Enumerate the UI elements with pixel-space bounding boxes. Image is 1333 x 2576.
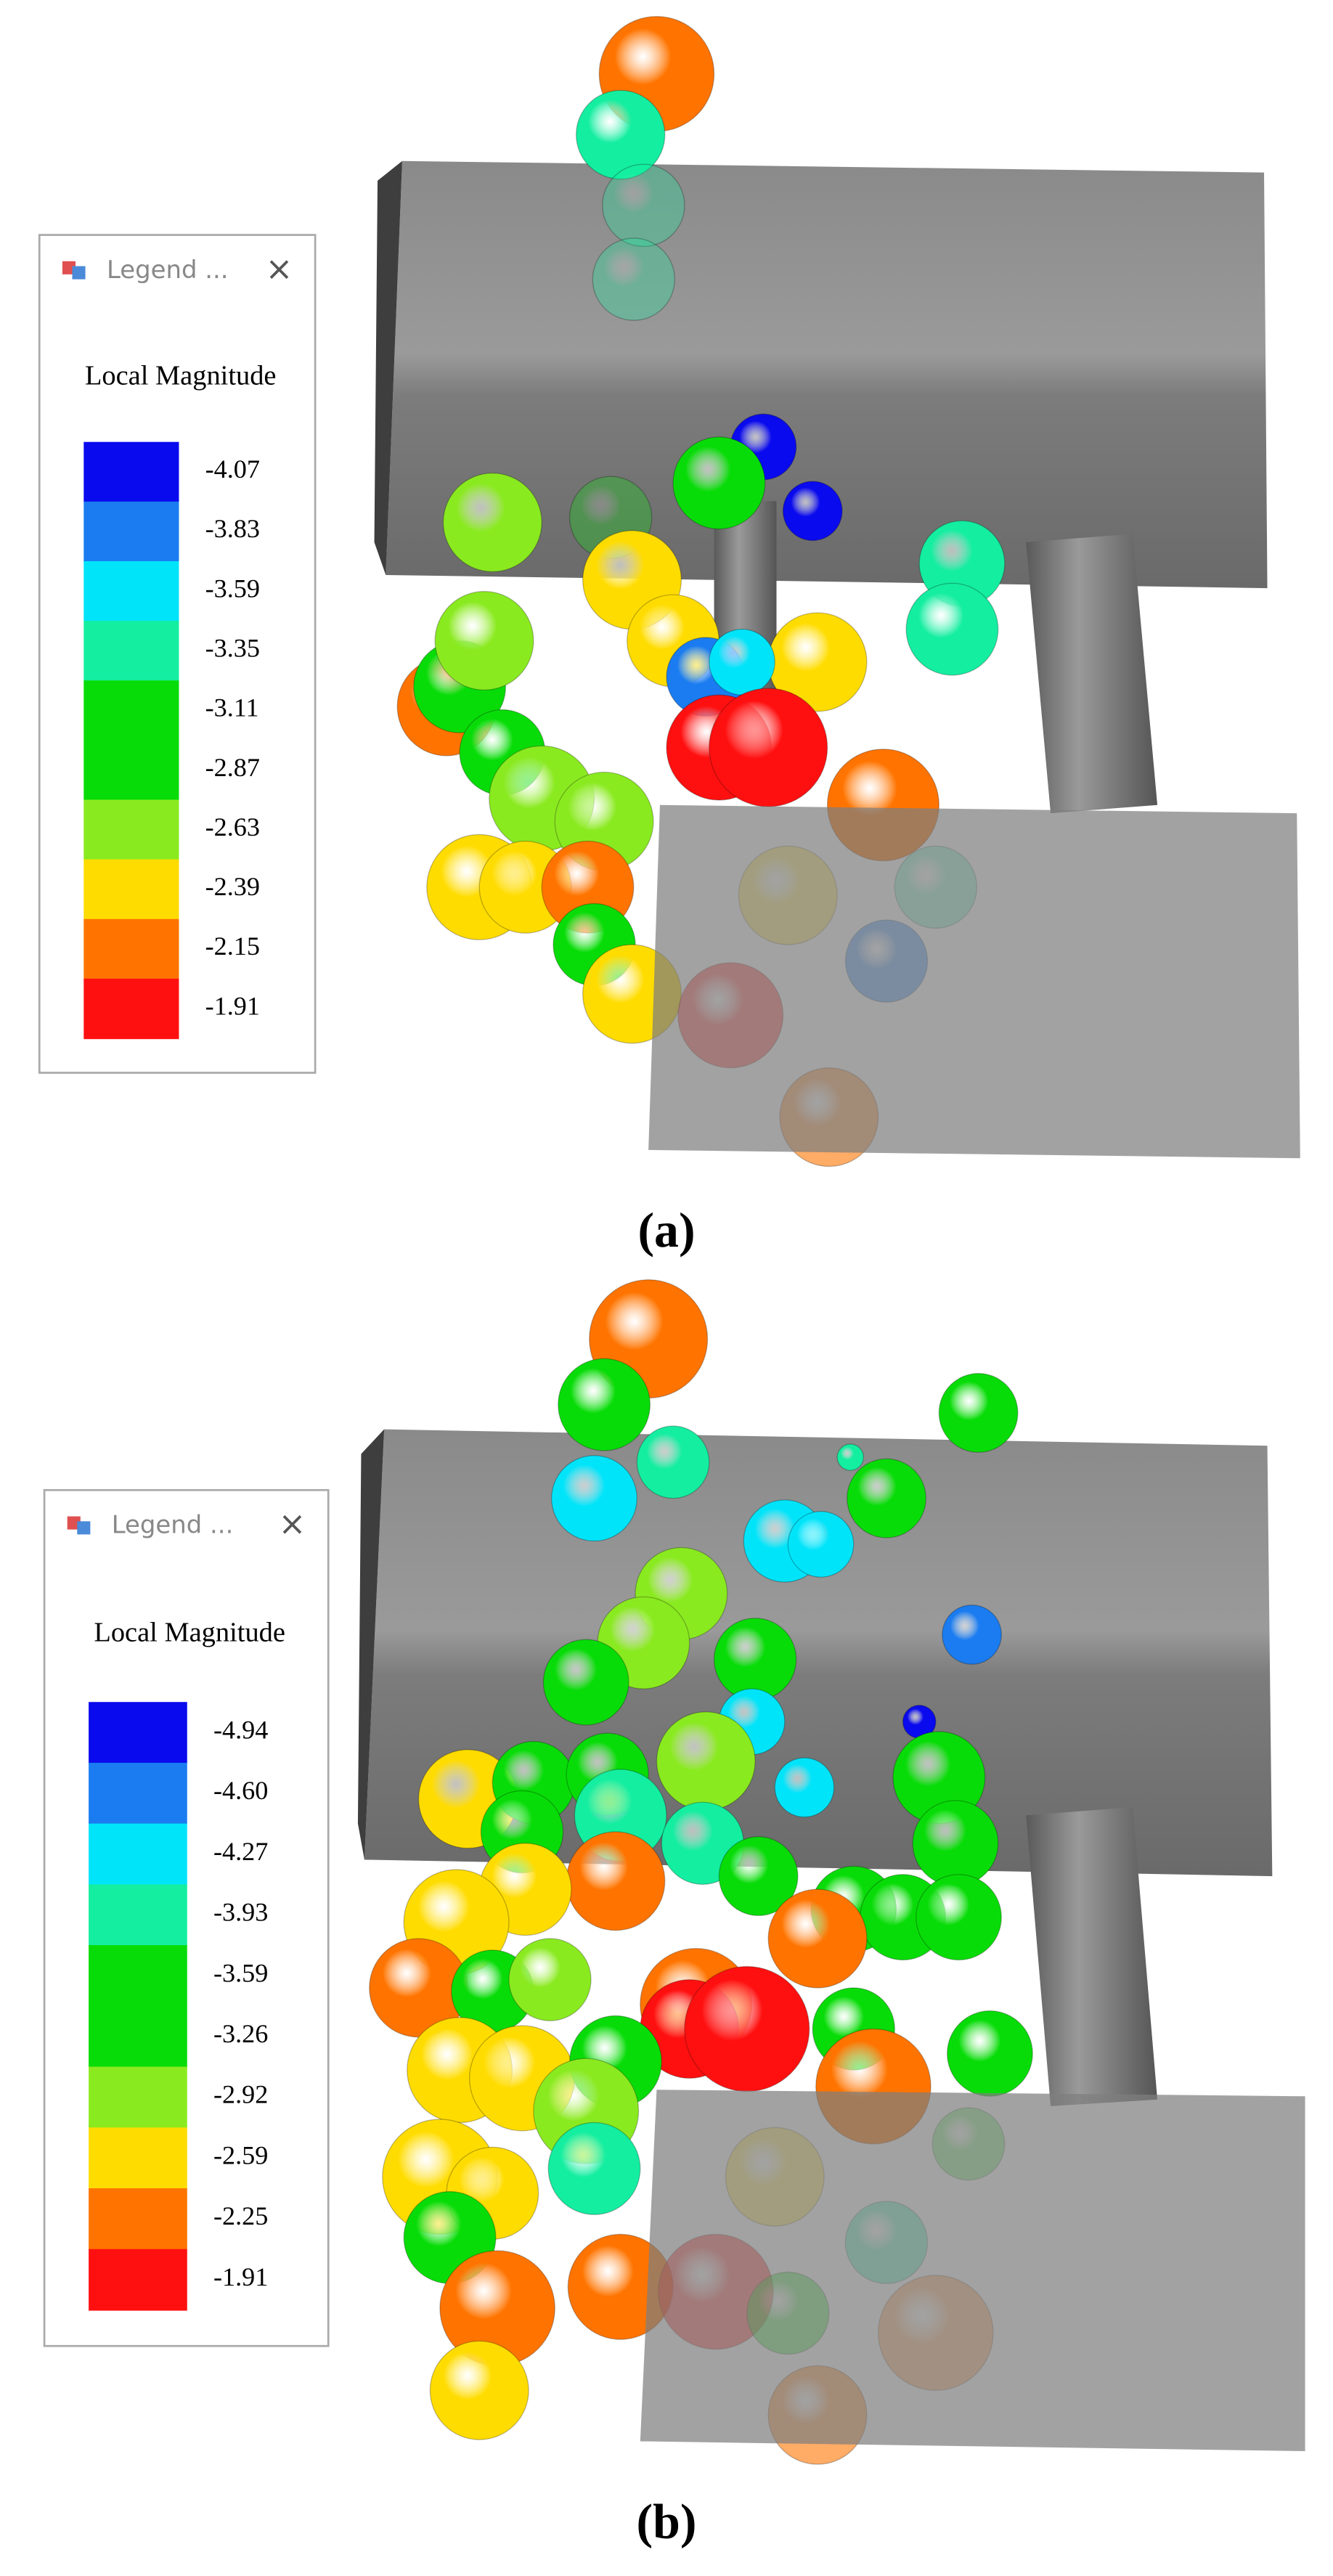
legend-swatch: [89, 1823, 187, 1886]
box: [648, 804, 1300, 1159]
panel-a: Legend ... × Local Magnitude -4.07 -3.83 -3.5…: [38, 15, 1300, 1258]
legend-label: -1.91: [205, 991, 260, 1020]
legend-label: -3.35: [205, 633, 260, 662]
sphere: [508, 1938, 592, 2021]
sphere: [547, 2121, 641, 2215]
legend-swatch: [89, 1762, 187, 1825]
sphere: [916, 1874, 1002, 1961]
sphere: [942, 1605, 1002, 1665]
box-side: [357, 1429, 385, 1860]
legend-swatch: [83, 680, 179, 741]
close-button[interactable]: ×: [279, 1504, 306, 1543]
sphere: [656, 1711, 756, 1811]
sphere: [592, 237, 675, 321]
cylinder: [1026, 534, 1158, 814]
legend-icon: [72, 266, 86, 280]
legend-label: -2.39: [205, 872, 260, 901]
caption: (a): [637, 1203, 695, 1258]
legend: Legend ... × Local Magnitude -4.94 -4.60 -4.2…: [43, 1488, 330, 2347]
legend-label: -2.59: [213, 2140, 268, 2169]
box-side: [374, 160, 402, 575]
legend-swatch: [83, 918, 179, 980]
sphere: [429, 2340, 529, 2440]
sphere: [684, 1965, 810, 2092]
legend: Legend ... × Local Magnitude -4.07 -3.83 -3.5…: [38, 234, 317, 1074]
legend-swatch: [83, 978, 179, 1040]
legend-label: -4.07: [205, 455, 260, 484]
sphere: [782, 481, 843, 542]
legend-swatch: [89, 2188, 187, 2250]
legend-swatch: [83, 501, 179, 563]
legend-label: -3.59: [205, 574, 260, 603]
legend-label: -2.15: [205, 932, 260, 961]
sphere: [912, 1800, 999, 1887]
legend-label: -4.94: [213, 1715, 268, 1744]
box: [640, 2090, 1305, 2452]
legend-label: -2.63: [205, 812, 260, 841]
legend-swatch: [89, 2066, 187, 2129]
sphere: [718, 1836, 799, 1917]
spheres: [396, 15, 1006, 1167]
sphere: [787, 1511, 855, 1578]
legend-label: -3.11: [205, 693, 259, 722]
legend-swatch: [83, 561, 179, 622]
legend-label: -4.60: [213, 1776, 268, 1805]
sphere: [938, 1372, 1019, 1453]
legend-label: -2.25: [213, 2201, 268, 2230]
sphere: [566, 1831, 666, 1931]
legend-swatch: [89, 1702, 187, 1764]
sphere: [905, 582, 999, 676]
legend-swatch: [83, 799, 179, 860]
sphere: [442, 472, 542, 573]
legend-swatch: [89, 2005, 187, 2068]
sphere: [767, 1888, 868, 1989]
sphere: [602, 163, 685, 248]
legend-swatch: [89, 1945, 187, 2007]
sphere: [847, 1458, 926, 1538]
legend-title: Legend ...: [112, 1511, 234, 1539]
legend-label: -2.87: [205, 753, 260, 782]
legend-label: -3.83: [205, 514, 260, 543]
caption: (b): [637, 2495, 697, 2549]
legend-title: Legend ...: [107, 256, 229, 284]
legend-swatch: [83, 441, 179, 502]
sphere: [551, 1455, 637, 1542]
legend-swatch: [83, 859, 179, 920]
legend-swatch: [89, 2127, 187, 2190]
sphere: [709, 688, 828, 807]
legend-swatch: [89, 1884, 187, 1947]
sphere: [946, 2010, 1033, 2097]
sphere: [434, 590, 534, 691]
legend-label: -3.26: [213, 2019, 268, 2048]
sphere: [558, 1358, 651, 1451]
legend-label: -2.92: [213, 2080, 268, 2109]
close-button[interactable]: ×: [265, 249, 293, 288]
legend-swatch: [89, 2249, 187, 2311]
legend-heading: Local Magnitude: [85, 360, 277, 391]
legend-swatch: [83, 621, 179, 682]
legend-label: -3.59: [213, 1958, 268, 1987]
panel-b: Legend ... × Local Magnitude -4.94 -4.60 -4.2…: [43, 1279, 1305, 2549]
sphere: [709, 628, 775, 696]
sphere: [542, 1639, 629, 1726]
legend-label: -4.27: [213, 1837, 268, 1866]
sphere: [672, 436, 766, 530]
legend-swatch: [83, 740, 179, 801]
sphere: [636, 1425, 710, 1499]
legend-icon: [77, 1521, 91, 1535]
legend-label: -1.91: [213, 2262, 268, 2291]
sphere: [836, 1443, 865, 1471]
sphere: [713, 1618, 797, 1701]
spheres: [369, 1279, 1033, 2465]
legend-label: -3.93: [213, 1898, 268, 1927]
sphere: [774, 1757, 835, 1818]
legend-heading: Local Magnitude: [94, 1617, 285, 1647]
cylinder: [1026, 1807, 1158, 2106]
